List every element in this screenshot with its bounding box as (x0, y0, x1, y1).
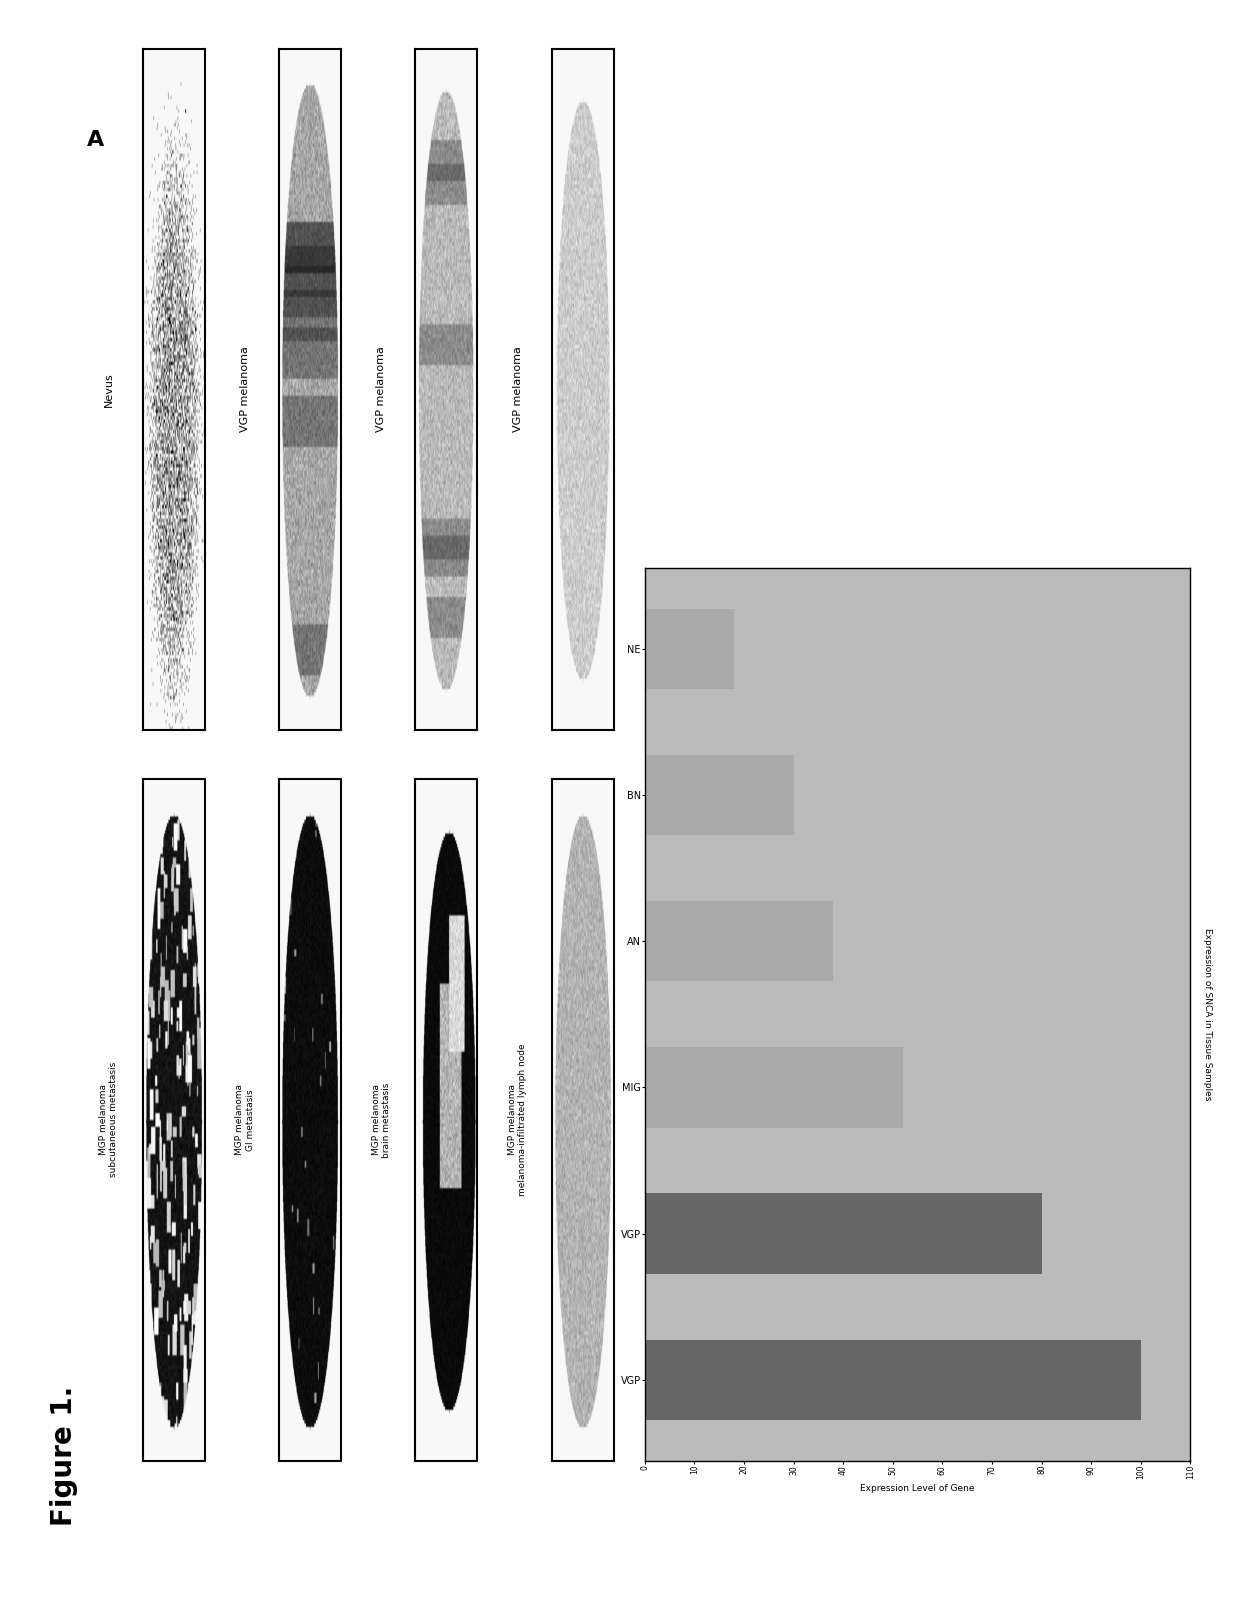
Text: Expression of SNCA in Tissue Samples: Expression of SNCA in Tissue Samples (1203, 928, 1211, 1100)
X-axis label: Expression Level of Gene: Expression Level of Gene (861, 1483, 975, 1493)
Bar (645, 755, 794, 836)
Bar (645, 609, 734, 690)
Text: MGP melanoma
GI metastasis: MGP melanoma GI metastasis (236, 1084, 254, 1156)
Bar (645, 1047, 903, 1128)
Text: MGP melanoma
melanoma-infiltrated lymph node: MGP melanoma melanoma-infiltrated lymph … (508, 1044, 527, 1196)
Bar (645, 901, 833, 982)
Text: A: A (87, 130, 104, 149)
Text: VGP melanoma: VGP melanoma (376, 347, 387, 432)
Text: VGP melanoma: VGP melanoma (512, 347, 523, 432)
Bar (645, 1339, 1141, 1420)
Bar (645, 1193, 1042, 1274)
Text: VGP melanoma: VGP melanoma (239, 347, 250, 432)
Text: MGP melanoma
brain metastasis: MGP melanoma brain metastasis (372, 1083, 391, 1157)
Text: Nevus: Nevus (103, 372, 114, 407)
Text: Figure 1.: Figure 1. (50, 1386, 78, 1526)
Text: MGP melanoma
subcutaneous metastasis: MGP melanoma subcutaneous metastasis (99, 1061, 118, 1178)
